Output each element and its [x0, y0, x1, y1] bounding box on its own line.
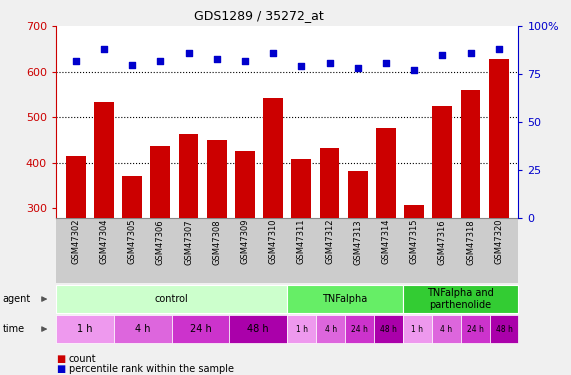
Bar: [404, 205, 424, 345]
Bar: [489, 59, 509, 345]
Point: [381, 60, 391, 66]
Point: [438, 52, 447, 58]
Point: [325, 60, 334, 66]
Point: [466, 50, 475, 56]
Bar: [122, 176, 142, 345]
Text: 4 h: 4 h: [440, 324, 452, 334]
Text: count: count: [69, 354, 96, 364]
Bar: [66, 156, 86, 345]
Bar: [150, 146, 170, 345]
Point: [184, 50, 193, 56]
Text: 24 h: 24 h: [467, 324, 484, 334]
Text: 24 h: 24 h: [351, 324, 368, 334]
Text: 48 h: 48 h: [247, 324, 269, 334]
Point: [297, 63, 306, 69]
Bar: [291, 159, 311, 345]
Bar: [376, 128, 396, 345]
Text: ■: ■: [56, 364, 65, 374]
Point: [240, 58, 250, 64]
Point: [494, 46, 503, 52]
Text: time: time: [3, 324, 25, 334]
Bar: [94, 102, 114, 345]
Bar: [461, 90, 480, 345]
Bar: [207, 140, 227, 345]
Text: 48 h: 48 h: [496, 324, 512, 334]
Bar: [348, 171, 368, 345]
Point: [268, 50, 278, 56]
Text: 4 h: 4 h: [135, 324, 150, 334]
Text: control: control: [155, 294, 188, 304]
Text: GDS1289 / 35272_at: GDS1289 / 35272_at: [194, 9, 324, 22]
Point: [212, 56, 222, 62]
Text: 4 h: 4 h: [324, 324, 337, 334]
Point: [127, 62, 136, 68]
Bar: [263, 98, 283, 345]
Text: percentile rank within the sample: percentile rank within the sample: [69, 364, 234, 374]
Point: [353, 65, 362, 71]
Text: ■: ■: [56, 354, 65, 364]
Point: [409, 67, 419, 73]
Bar: [432, 106, 452, 345]
Bar: [320, 148, 339, 345]
Text: agent: agent: [3, 294, 31, 304]
Text: 1 h: 1 h: [296, 324, 308, 334]
Text: 1 h: 1 h: [411, 324, 423, 334]
Bar: [235, 152, 255, 345]
Text: TNFalpha: TNFalpha: [323, 294, 368, 304]
Point: [71, 58, 81, 64]
Point: [156, 58, 165, 64]
Bar: [179, 134, 198, 345]
Text: 24 h: 24 h: [190, 324, 211, 334]
Text: 1 h: 1 h: [77, 324, 93, 334]
Text: TNFalpha and
parthenolide: TNFalpha and parthenolide: [427, 288, 494, 310]
Text: 48 h: 48 h: [380, 324, 397, 334]
Point: [99, 46, 108, 52]
